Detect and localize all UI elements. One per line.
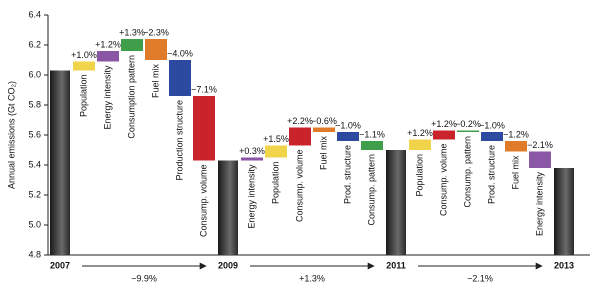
value-label: +1.5% [263,134,289,144]
category-label: Fuel mix [510,155,520,190]
category-label: Consump. volume [198,165,208,238]
value-label: −1.0% [335,120,361,130]
period-change-label: −9.9% [131,273,157,283]
value-label: −1.0% [479,120,505,130]
y-tick-label: 5.2 [28,189,41,199]
x-tick-label: 2007 [50,260,70,270]
change-bar [241,157,263,161]
change-bar [121,39,143,51]
change-bar [481,132,503,141]
total-bar [554,168,574,255]
value-label: +0.3% [239,146,265,156]
y-tick-label: 5.0 [28,219,41,229]
value-label: +1.2% [407,128,433,138]
value-label: −4.0% [167,48,193,58]
value-label: −1.2% [503,129,529,139]
total-bar [386,150,406,255]
category-label: Consump. volume [438,144,448,217]
category-label: Consump. pattern [462,136,472,208]
category-label: Production structure [174,100,184,181]
value-label: +1.0% [71,50,97,60]
category-label: Consumption pattern [126,55,136,139]
value-label: +2.2% [287,116,313,126]
total-bar [218,160,238,255]
x-tick-label: 2013 [554,260,574,270]
change-bar [361,141,383,150]
y-axis-label: Annual emissions (Gt CO₂) [6,81,16,189]
y-tick-label: 4.8 [28,249,41,259]
change-bar [433,130,455,140]
total-bar [50,70,70,255]
y-tick-label: 5.4 [28,159,41,169]
y-tick-label: 6.2 [28,39,41,49]
change-bar [169,60,191,96]
category-label: Energy intensity [246,164,256,229]
category-label: Population [270,162,280,205]
value-label: +1.2% [431,119,457,129]
value-label: −0.2% [455,119,481,129]
change-bar [193,96,215,161]
change-bar [97,51,119,62]
y-tick-label: 5.8 [28,99,41,109]
period-change-label: −2.1% [467,273,493,283]
value-label: +1.2% [95,39,121,49]
change-bar [73,61,95,71]
category-label: Energy intensity [534,172,544,237]
change-bar [457,130,479,132]
y-tick-label: 6.4 [28,9,41,19]
period-change-label: +1.3% [299,273,325,283]
y-tick-label: 6.0 [28,69,41,79]
change-bar [409,139,431,150]
category-label: Prod. structure [342,145,352,204]
category-label: Population [78,75,88,118]
category-label: Energy intensity [102,65,112,130]
value-label: −2.1% [527,140,553,150]
category-label: Consump. volume [294,150,304,223]
change-bar [505,141,527,152]
category-label: Prod. structure [486,145,496,204]
change-bar [265,145,287,158]
x-tick-label: 2009 [218,260,238,270]
change-bar [289,127,311,146]
value-label: −0.6% [311,116,337,126]
x-tick-label: 2011 [386,260,406,270]
value-label: +1.3% [119,27,145,37]
change-bar [145,39,167,60]
change-bar [313,127,335,132]
category-label: Fuel mix [150,64,160,99]
category-label: Consump. pattern [366,154,376,226]
change-bar [337,132,359,141]
y-tick-label: 5.6 [28,129,41,139]
category-label: Population [414,154,424,197]
value-label: −1.1% [359,129,385,139]
category-label: Fuel mix [318,136,328,171]
change-bar [529,151,551,168]
value-label: −2.3% [143,27,169,37]
value-label: −7.1% [191,84,217,94]
